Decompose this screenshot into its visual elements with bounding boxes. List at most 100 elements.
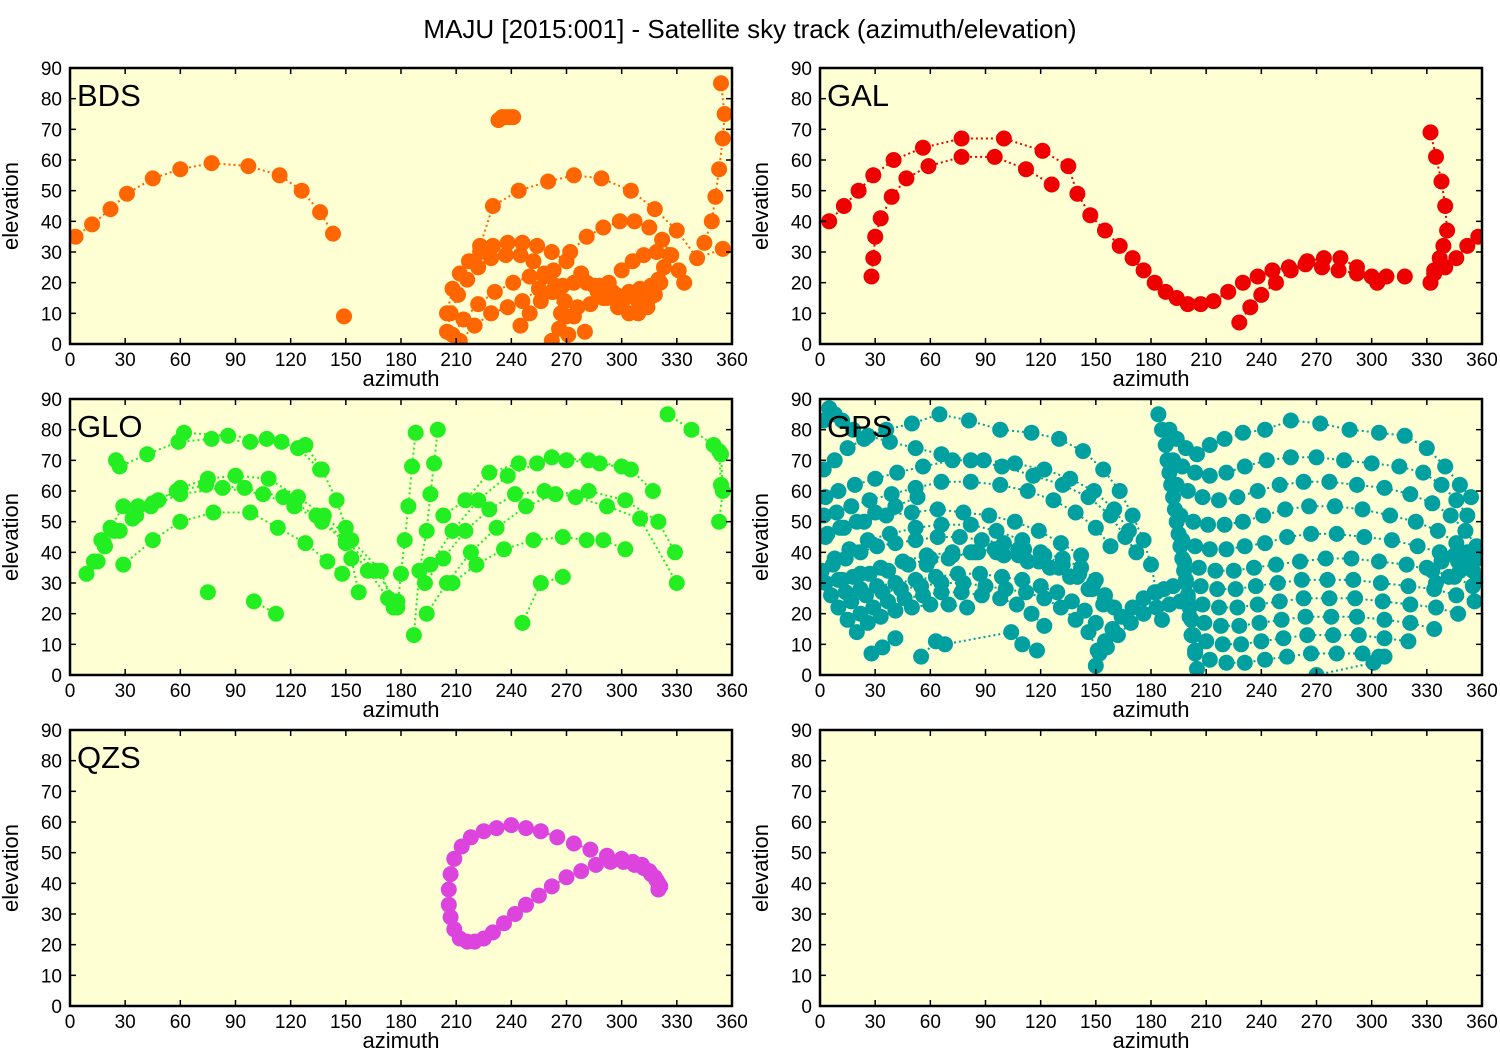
data-point [1062, 568, 1079, 585]
data-point [343, 550, 360, 567]
data-point [1349, 476, 1365, 493]
data-point [1343, 550, 1360, 567]
data-point [530, 887, 547, 904]
data-point [470, 492, 487, 509]
data-point [859, 532, 876, 549]
data-point [1433, 173, 1450, 190]
data-point [315, 507, 332, 524]
data-point [1179, 483, 1196, 499]
data-point [881, 433, 898, 450]
x-tick-label: 30 [865, 350, 886, 371]
data-point [953, 148, 970, 165]
data-point [512, 247, 529, 264]
data-point [450, 286, 466, 303]
data-point [846, 476, 863, 493]
data-point [1135, 605, 1152, 622]
x-tick-label: 60 [170, 350, 191, 371]
data-point [918, 547, 935, 564]
data-point [405, 627, 422, 644]
data-point [258, 430, 275, 447]
data-point [1054, 550, 1071, 567]
x-axis-label: azimuth [1112, 1028, 1189, 1050]
x-tick-label: 180 [1135, 350, 1167, 371]
data-point [1207, 562, 1224, 579]
data-point [525, 253, 542, 270]
data-point [622, 182, 639, 199]
data-point [1293, 571, 1310, 588]
data-point [1177, 571, 1194, 588]
data-point [1150, 406, 1167, 423]
data-point [994, 568, 1010, 585]
x-tick-label: 360 [716, 681, 748, 702]
data-point [1187, 645, 1204, 662]
data-point [962, 473, 979, 490]
data-point [894, 553, 911, 570]
data-point [1247, 578, 1264, 595]
panel-gps: 0 30 60 90 120 150 180 210 240 270 300 330 360 0 10 20 3… [748, 390, 1498, 722]
x-tick-label: 150 [330, 1012, 362, 1033]
y-tick-label: 90 [41, 390, 62, 411]
data-point [1372, 575, 1389, 591]
data-point [1415, 464, 1432, 481]
x-tick-label: 360 [1466, 1012, 1498, 1033]
data-point [422, 486, 439, 503]
data-point [903, 415, 920, 432]
data-point [865, 250, 882, 267]
x-tick-label: 120 [1025, 1012, 1057, 1033]
data-point [1345, 571, 1362, 588]
data-point [1189, 446, 1205, 463]
y-tick-label: 0 [801, 997, 812, 1018]
data-point [1086, 483, 1102, 499]
x-tick-label: 300 [1356, 1012, 1388, 1033]
data-point [1234, 513, 1251, 530]
data-point [172, 479, 189, 496]
data-point [578, 532, 595, 549]
data-point [1087, 657, 1104, 674]
data-point [1019, 483, 1036, 499]
x-tick-label: 150 [330, 350, 362, 371]
x-tick-label: 180 [1135, 1012, 1167, 1033]
x-tick-label: 0 [815, 350, 826, 371]
data-point [1448, 587, 1465, 604]
data-point [1227, 581, 1244, 598]
data-point [582, 841, 599, 858]
plot-area [820, 730, 1482, 1006]
data-point [337, 519, 354, 536]
panel-qzs: 0 30 60 90 120 150 180 210 240 270 300 330 360 0 10 20 3… [0, 721, 748, 1050]
y-tick-label: 60 [41, 813, 62, 834]
x-tick-label: 240 [495, 681, 527, 702]
data-point [608, 286, 625, 303]
y-tick-label: 40 [791, 874, 812, 895]
y-tick-label: 80 [41, 90, 62, 111]
data-point [496, 541, 512, 558]
series-line [183, 431, 321, 471]
data-point [505, 274, 522, 291]
y-tick-label: 30 [41, 243, 62, 264]
data-point [848, 624, 865, 641]
data-point [102, 201, 119, 218]
data-point [975, 452, 992, 469]
data-point [102, 519, 119, 536]
x-tick-label: 330 [1411, 1012, 1443, 1033]
y-tick-label: 50 [791, 513, 812, 534]
y-axis-label: elevation [0, 824, 23, 912]
data-point [835, 198, 852, 214]
data-point [1231, 617, 1248, 634]
y-tick-label: 90 [791, 59, 812, 80]
data-point [359, 562, 376, 579]
data-point [540, 173, 557, 190]
x-tick-label: 300 [606, 350, 638, 371]
data-point [1165, 489, 1182, 506]
data-point [554, 568, 571, 585]
x-tick-label: 240 [1245, 350, 1277, 371]
data-point [418, 605, 435, 622]
data-point [435, 507, 452, 524]
data-point [1400, 633, 1417, 650]
data-point [1218, 654, 1235, 671]
x-tick-label: 0 [65, 681, 76, 702]
data-point [856, 430, 873, 447]
data-point [1187, 464, 1204, 481]
data-point [483, 250, 500, 267]
data-point [1036, 590, 1053, 607]
data-point [1080, 581, 1097, 598]
